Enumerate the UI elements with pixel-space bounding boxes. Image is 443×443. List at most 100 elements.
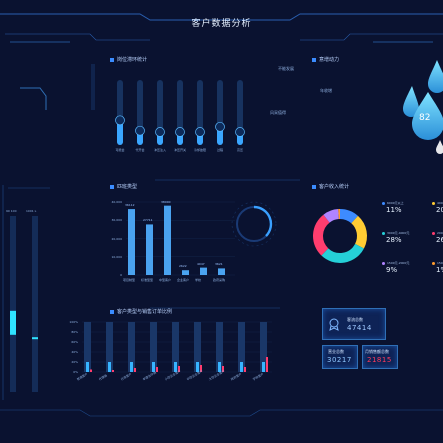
monthly-bar [152, 362, 155, 372]
industry-bar [164, 205, 171, 275]
water-drop-icon [412, 92, 443, 140]
industry-y-tick: 10,000 [111, 254, 123, 259]
kpi-card-total: 客流总数 47414 [322, 308, 386, 340]
monthly-y-tick: 0% [73, 370, 78, 374]
kpi-card-business: 营业总数 30217 [322, 345, 358, 369]
monthly-bar-secondary [244, 367, 246, 372]
lag-marker [135, 125, 145, 136]
water-drop-icon [403, 86, 419, 117]
kpi-total-label: 客流总数 [347, 317, 363, 322]
revenue-legend-pct: 28% [386, 236, 402, 244]
industry-value-label: 4047 [197, 261, 205, 266]
revenue-legend-pct: 20% [436, 206, 443, 214]
industry-category-label: 中型客户 [159, 278, 172, 282]
gauge-label-1: 90 100 [6, 209, 17, 213]
water-drop-icon [428, 60, 443, 93]
lag-marker [155, 127, 165, 137]
header-bar: 客户数据分析 [0, 0, 443, 40]
industry-value-label: 38000 [161, 199, 171, 204]
monthly-bar-secondary [222, 366, 224, 372]
monthly-bar-bg [260, 322, 267, 372]
revenue-legend-pct: 1% [436, 266, 443, 274]
revenue-legend-pct: 9% [386, 266, 398, 274]
monthly-bar-bg [106, 322, 113, 372]
kpi-card-sales: 月销售额总数 21815 [362, 345, 398, 369]
position-lag-title: 岗位滞环统计 [110, 56, 147, 63]
intention-label-2: 年收增 [320, 88, 332, 93]
industry-y-tick: 30,000 [111, 218, 123, 223]
gauge-label-2: 1001 L [26, 209, 37, 213]
award-icon [329, 318, 339, 331]
industry-bar [182, 270, 189, 275]
legend-dot [382, 202, 385, 205]
monthly-bar-secondary [156, 367, 158, 372]
legend-dot [432, 232, 435, 235]
monthly-bar-bg [150, 322, 157, 372]
monthly-y-tick: 60% [71, 340, 78, 344]
revenue-legend-label: 2000元-3000元 [437, 231, 443, 235]
monthly-bar [86, 362, 89, 372]
monthly-bar-secondary [200, 365, 202, 372]
legend-dot [432, 262, 435, 265]
monthly-bar [262, 362, 265, 372]
industry-y-tick: 0 [120, 273, 122, 277]
legend-dot [382, 232, 385, 235]
donut-slice [351, 215, 367, 249]
donut-slice [339, 209, 358, 224]
revenue-legend-label: 1500元以下 [437, 261, 443, 265]
monthly-y-tick: 40% [71, 350, 78, 354]
industry-bar [128, 209, 135, 275]
industry-bar [200, 267, 207, 275]
monthly-bar-bg [128, 322, 135, 372]
legend-dot [432, 202, 435, 205]
monthly-bar-bg [194, 322, 201, 372]
lag-marker [195, 127, 205, 137]
lag-category-label: 冲压注入 [153, 148, 166, 152]
gauge-track [32, 216, 38, 392]
monthly-bar-secondary [134, 368, 136, 372]
industry-category-label: 政府采购 [213, 278, 226, 282]
industry-category-label: 项目制型 [123, 278, 136, 282]
revenue-legend-label: 1500元-2000元 [387, 261, 410, 265]
revenue-title: 客户收入统计 [312, 183, 349, 190]
monthly-y-tick: 100% [69, 320, 78, 324]
industry-value-label: 36112 [125, 203, 135, 208]
monthly-y-tick: 80% [71, 330, 78, 334]
monthly-bar [240, 362, 243, 372]
industry-category-label: 学校 [195, 278, 202, 282]
page-title: 客户数据分析 [191, 19, 252, 29]
industry-title: 匹班类型 [110, 183, 137, 190]
industry-category-label: 企业客户 [177, 278, 190, 282]
monthly-bar-bg [238, 322, 245, 372]
lag-category-label: 高压 [236, 148, 243, 152]
monthly-bar [130, 362, 133, 372]
water-drop-icon [436, 140, 443, 154]
gauge-fill [10, 310, 16, 335]
monthly-bar-secondary [178, 366, 180, 372]
monthly-title: 客户类型与销售订单比例 [110, 308, 172, 315]
industry-value-label: 27711 [143, 218, 153, 223]
kpi-sales-value: 21815 [367, 356, 392, 364]
industry-bar [218, 268, 225, 275]
revenue-legend-pct: 26% [436, 236, 443, 244]
kpi-total-value: 47414 [347, 324, 372, 332]
donut-slice [321, 243, 364, 263]
monthly-bar [108, 362, 111, 372]
kpi-business-label: 营业总数 [328, 349, 344, 354]
industry-value-label: 3621 [215, 262, 223, 267]
monthly-bar-bg [84, 322, 91, 372]
lag-category-label: 代开会 [135, 148, 145, 152]
industry-bar [146, 224, 153, 275]
lag-marker [215, 121, 225, 132]
kpi-sales-label: 月销售额总数 [365, 349, 389, 354]
industry-value-label: 2622 [179, 264, 187, 269]
lag-marker [175, 127, 185, 137]
kpi-business-value: 30217 [327, 356, 352, 364]
industry-category-label: 标准型型 [141, 278, 154, 282]
gauge-track [10, 216, 16, 392]
